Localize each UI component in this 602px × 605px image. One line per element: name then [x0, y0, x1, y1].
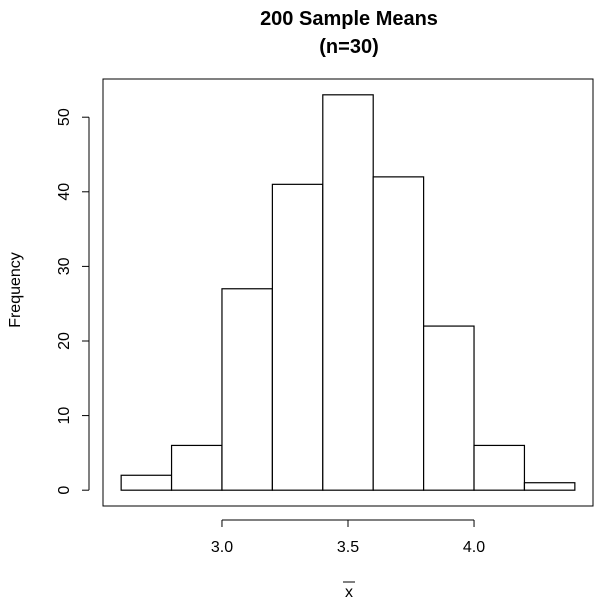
histogram-bar-0: [120, 474, 173, 491]
histogram-bar-5: [372, 176, 425, 491]
x-axis-label: x: [345, 584, 353, 601]
y-axis-label: Frequency: [7, 252, 24, 328]
chart-title-line1: 200 Sample Means: [260, 8, 438, 30]
histogram-bar-7: [473, 444, 526, 491]
plot-box: [102, 78, 594, 507]
histogram-bar-6: [423, 325, 475, 491]
bars-group: [120, 94, 576, 491]
y-tick-label: 0: [56, 486, 73, 495]
y-tick-label: 30: [56, 257, 73, 275]
histogram-bar-8: [523, 482, 576, 491]
histogram-bar-2: [221, 288, 273, 491]
histogram-bar-1: [170, 444, 223, 491]
x-tick-label: 3.5: [337, 539, 359, 556]
y-tick-label: 20: [56, 332, 73, 350]
y-tick-label: 10: [56, 407, 73, 425]
histogram-bar-3: [271, 183, 324, 491]
x-tick-label: 3.0: [211, 539, 233, 556]
x-tick-label: 4.0: [463, 539, 485, 556]
y-axis: 0 10 20 30 40 50: [56, 108, 90, 495]
y-tick-label: 50: [56, 108, 73, 126]
histogram-bar-4: [322, 94, 374, 491]
chart-title-line2: (n=30): [319, 36, 378, 58]
y-tick-label: 40: [56, 183, 73, 201]
x-axis: 3.0 3.5 4.0: [211, 519, 485, 556]
